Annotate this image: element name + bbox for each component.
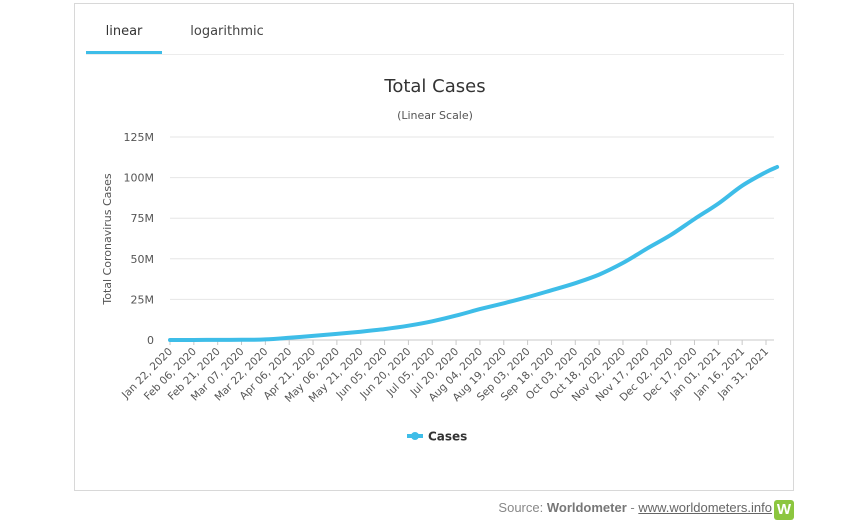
- tab-linear[interactable]: linear: [105, 24, 143, 39]
- legend-swatch-marker: [411, 432, 419, 440]
- chart-card: [74, 3, 794, 491]
- tab-logarithmic[interactable]: logarithmic: [190, 24, 264, 39]
- active-tab-indicator: [86, 51, 162, 54]
- scale-tabs: linear logarithmic: [86, 16, 784, 55]
- y-tick-labels: 0 25M 50M 75M 100M 125M: [124, 131, 155, 347]
- chart-subtitle: (Linear Scale): [397, 109, 473, 122]
- legend-label-cases: Cases: [428, 430, 467, 444]
- y-tick-label: 75M: [131, 212, 155, 225]
- source-credit: Source: Worldometer - www.worldometers.i…: [498, 500, 772, 515]
- worldometer-logo: W: [774, 500, 794, 520]
- series-line-cases: [168, 165, 780, 342]
- source-link[interactable]: www.worldometers.info: [638, 500, 772, 515]
- y-tick-label: 100M: [124, 172, 155, 185]
- y-axis-label: Total Coronavirus Cases: [101, 173, 114, 306]
- legend[interactable]: Cases: [407, 430, 467, 444]
- chart-title: Total Cases: [383, 76, 485, 97]
- y-tick-label: 50M: [131, 253, 155, 266]
- source-name: Worldometer: [546, 500, 627, 515]
- y-tick-label: 25M: [131, 293, 155, 306]
- source-prefix: Source:: [498, 500, 547, 515]
- source-separator: -: [626, 500, 639, 515]
- y-tick-label: 0: [147, 334, 154, 347]
- y-tick-label: 125M: [124, 131, 155, 144]
